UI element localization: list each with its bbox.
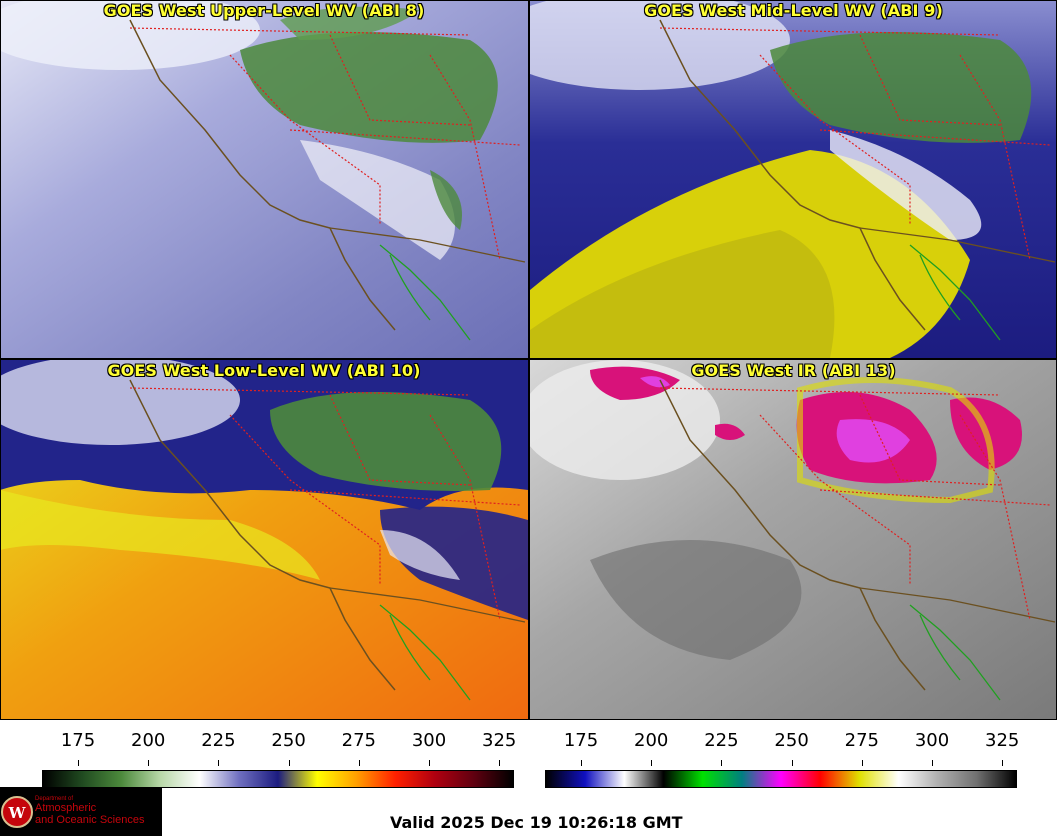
map-mid-level-wv: [530, 0, 1057, 358]
panel-divider-horizontal: [0, 358, 1057, 360]
colorbar-tick: [721, 760, 723, 766]
colorbar-tick: [288, 760, 290, 766]
uw-crest-icon: W: [1, 796, 33, 828]
colorbar-tick-label: 225: [201, 730, 236, 751]
map-low-level-wv: [0, 360, 528, 720]
colorbar-tick: [861, 760, 863, 766]
valid-time: Valid 2025 Dec 19 10:26:18 GMT: [390, 813, 683, 832]
logo-name-line1: Atmospheric: [35, 802, 97, 814]
panel-title: GOES West Upper-Level WV (ABI 8): [103, 1, 425, 20]
colorbar-tick: [148, 760, 150, 766]
colorbar-tick-label: 325: [482, 730, 517, 751]
wv-colorbar: 175 200 225 250 275 300 325: [42, 730, 517, 790]
ir-colorbar-gradient: [545, 770, 1017, 788]
panel-upper-level-wv: GOES West Upper-Level WV (ABI 8): [0, 0, 528, 358]
map-ir: [530, 360, 1057, 720]
colorbar-tick: [78, 760, 79, 766]
colorbar-tick: [791, 760, 793, 766]
logo-dept-line: Department of: [35, 796, 74, 802]
colorbar-tick-label: 275: [341, 730, 376, 751]
panel-title: GOES West Mid-Level WV (ABI 9): [644, 1, 943, 20]
colorbar-tick: [358, 760, 360, 766]
wv-colorbar-gradient: [42, 770, 514, 788]
panel-ir: GOES West IR (ABI 13): [530, 360, 1057, 720]
logo-name-line2: and Oceanic Sciences: [35, 814, 145, 826]
colorbar-tick: [1002, 760, 1004, 766]
panel-title: GOES West Low-Level WV (ABI 10): [107, 361, 421, 380]
aos-logo: W Department of Atmospheric and Oceanic …: [0, 787, 162, 836]
colorbar-tick: [581, 760, 582, 766]
panel-mid-level-wv: GOES West Mid-Level WV (ABI 9): [530, 0, 1057, 358]
panel-title: GOES West IR (ABI 13): [691, 361, 896, 380]
colorbar-tick-label: 275: [844, 730, 879, 751]
colorbar-tick: [429, 760, 430, 766]
colorbar-tick-label: 250: [774, 730, 809, 751]
colorbar-tick-label: 225: [704, 730, 739, 751]
colorbar-tick-label: 300: [914, 730, 950, 751]
colorbar-tick-label: 175: [60, 730, 96, 751]
colorbar-tick: [499, 760, 501, 766]
panel-low-level-wv: GOES West Low-Level WV (ABI 10): [0, 360, 528, 720]
colorbar-tick-label: 200: [634, 730, 669, 751]
colorbar-tick-label: 200: [131, 730, 166, 751]
colorbar-tick-label: 250: [271, 730, 306, 751]
svg-text:W: W: [8, 804, 27, 822]
ir-colorbar: 175 200 225 250 275 300 325: [545, 730, 1020, 790]
colorbar-tick: [651, 760, 653, 766]
panel-divider-vertical: [528, 0, 530, 720]
colorbar-tick-label: 325: [985, 730, 1020, 751]
colorbar-tick: [932, 760, 933, 766]
colorbar-tick: [218, 760, 220, 766]
map-upper-level-wv: [0, 0, 528, 358]
colorbar-tick-label: 175: [563, 730, 599, 751]
colorbar-tick-label: 300: [411, 730, 447, 751]
